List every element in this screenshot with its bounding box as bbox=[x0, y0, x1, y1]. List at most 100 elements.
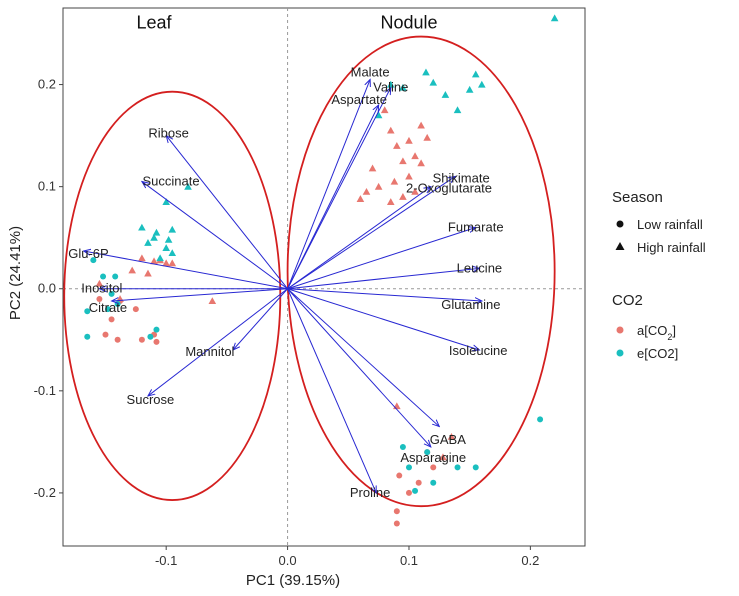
point-a-co2-high bbox=[368, 164, 377, 172]
loading-label-ribose: Ribose bbox=[148, 126, 188, 141]
point-a-co2-high bbox=[128, 266, 136, 274]
point-e-co2-high bbox=[184, 182, 192, 190]
loading-arrow-succinate bbox=[142, 182, 288, 290]
point-a-co2-high bbox=[386, 126, 395, 134]
point-a-co2-high bbox=[356, 195, 365, 202]
loading-arrow-mannitol bbox=[233, 288, 288, 350]
loading-label-proline: Proline bbox=[350, 485, 390, 500]
point-a-co2-low bbox=[108, 316, 115, 323]
point-a-co2-low bbox=[415, 479, 422, 486]
point-e-co2-low bbox=[104, 306, 111, 313]
loading-arrow-glutamine bbox=[287, 288, 482, 301]
point-e-co2-high bbox=[162, 244, 170, 251]
point-e-co2-low bbox=[147, 333, 154, 340]
y-tick-label: 0.2 bbox=[38, 77, 56, 92]
loading-label-succinate: Succinate bbox=[142, 174, 199, 189]
point-a-co2-high bbox=[374, 182, 383, 190]
y-axis-title: PC2 (24.41%) bbox=[7, 226, 24, 320]
point-e-co2-low bbox=[424, 449, 431, 456]
point-e-co2-low bbox=[108, 290, 115, 297]
point-e-co2-high bbox=[429, 78, 438, 86]
loading-label-leucine: Leucine bbox=[457, 260, 503, 275]
point-a-co2-high bbox=[417, 121, 425, 129]
point-a-co2-high bbox=[423, 133, 431, 141]
loading-label-gaba: GABA bbox=[430, 432, 466, 447]
point-e-co2-low bbox=[84, 308, 91, 315]
legend-season-label: Low rainfall bbox=[637, 217, 703, 232]
y-tick-label: -0.2 bbox=[34, 485, 56, 500]
point-a-co2-high bbox=[393, 142, 401, 149]
point-e-co2-high bbox=[550, 14, 559, 22]
point-e-co2-low bbox=[153, 326, 160, 333]
loading-arrow-ribose bbox=[166, 136, 288, 290]
point-a-co2-high bbox=[447, 432, 456, 440]
point-a-co2-low bbox=[430, 464, 437, 471]
loading-arrow-malate bbox=[287, 79, 371, 289]
point-e-co2-high bbox=[399, 83, 407, 91]
ellipse-leaf bbox=[63, 90, 282, 501]
point-e-co2-low bbox=[112, 273, 119, 280]
point-a-co2-low bbox=[96, 295, 103, 302]
point-a-co2-high bbox=[405, 172, 413, 180]
x-tick-label: 0.2 bbox=[521, 553, 539, 568]
loading-arrow-glu-6p bbox=[84, 251, 288, 290]
legend-season-label: High rainfall bbox=[637, 240, 706, 255]
point-e-co2-low bbox=[90, 257, 97, 264]
loading-arrow-isoleucine bbox=[287, 288, 480, 350]
point-a-co2-low bbox=[114, 336, 121, 343]
x-axis-title: PC1 (39.15%) bbox=[246, 572, 340, 589]
point-a-co2-high bbox=[362, 187, 371, 195]
point-a-co2-high bbox=[95, 279, 104, 287]
group-label-nodule: Nodule bbox=[380, 12, 437, 32]
loading-label-malate: Malate bbox=[351, 64, 390, 79]
point-e-co2-high bbox=[150, 233, 158, 241]
point-e-co2-low bbox=[100, 273, 107, 280]
x-axis: -0.1 0.0 0.1 0.2 bbox=[155, 546, 539, 568]
ellipse-nodule bbox=[286, 35, 556, 508]
point-a-co2-high bbox=[138, 254, 146, 262]
point-a-co2-high bbox=[399, 193, 407, 200]
y-axis: -0.2 -0.1 0.0 0.1 0.2 bbox=[34, 77, 63, 500]
loading-label-mannitol: Mannitol bbox=[185, 344, 234, 359]
loading-label-2-oxoglutarate: 2-Oxoglutarate bbox=[406, 181, 492, 196]
plot-border bbox=[62, 7, 586, 547]
point-a-co2-high bbox=[162, 259, 170, 267]
point-a-co2-low bbox=[393, 508, 400, 515]
point-e-co2-high bbox=[144, 239, 152, 246]
loading-label-citrate: Citrate bbox=[89, 300, 127, 315]
loading-arrow-2-oxoglutarate bbox=[287, 187, 431, 290]
point-e-co2-low bbox=[399, 443, 406, 450]
legend-co2-dot-icon bbox=[616, 326, 624, 334]
loading-label-inositol: Inositol bbox=[81, 281, 122, 296]
legend-season-title: Season bbox=[612, 189, 663, 206]
x-tick-label: 0.0 bbox=[279, 553, 297, 568]
point-a-co2-high bbox=[399, 157, 407, 165]
loading-arrow-citrate bbox=[112, 288, 288, 301]
point-e-co2-high bbox=[168, 225, 177, 233]
loading-arrows bbox=[84, 79, 482, 492]
loading-arrow-proline bbox=[287, 288, 377, 493]
point-a-co2-high bbox=[439, 453, 447, 461]
point-a-co2-low bbox=[405, 489, 412, 496]
point-a-co2-high bbox=[411, 187, 419, 195]
point-a-co2-high bbox=[168, 259, 177, 267]
sample-points bbox=[84, 14, 559, 527]
point-e-co2-low bbox=[472, 464, 479, 471]
point-a-co2-high bbox=[405, 136, 413, 144]
point-a-co2-low bbox=[396, 472, 403, 479]
loading-label-glutamine: Glutamine bbox=[441, 297, 500, 312]
legend-co2-title: CO2 bbox=[612, 292, 643, 309]
legend-co2-label: e[CO2] bbox=[637, 346, 678, 361]
point-a-co2-low bbox=[132, 306, 139, 313]
point-e-co2-low bbox=[430, 479, 437, 486]
loading-label-aspartate: Aspartate bbox=[331, 92, 387, 107]
y-tick-label: 0.0 bbox=[38, 281, 56, 296]
point-e-co2-high bbox=[156, 254, 164, 262]
point-a-co2-low bbox=[138, 336, 145, 343]
x-tick-label: -0.1 bbox=[155, 553, 177, 568]
loading-label-sucrose: Sucrose bbox=[127, 392, 175, 407]
point-e-co2-low bbox=[537, 416, 544, 423]
loading-label-shikimate: Shikimate bbox=[433, 170, 490, 185]
